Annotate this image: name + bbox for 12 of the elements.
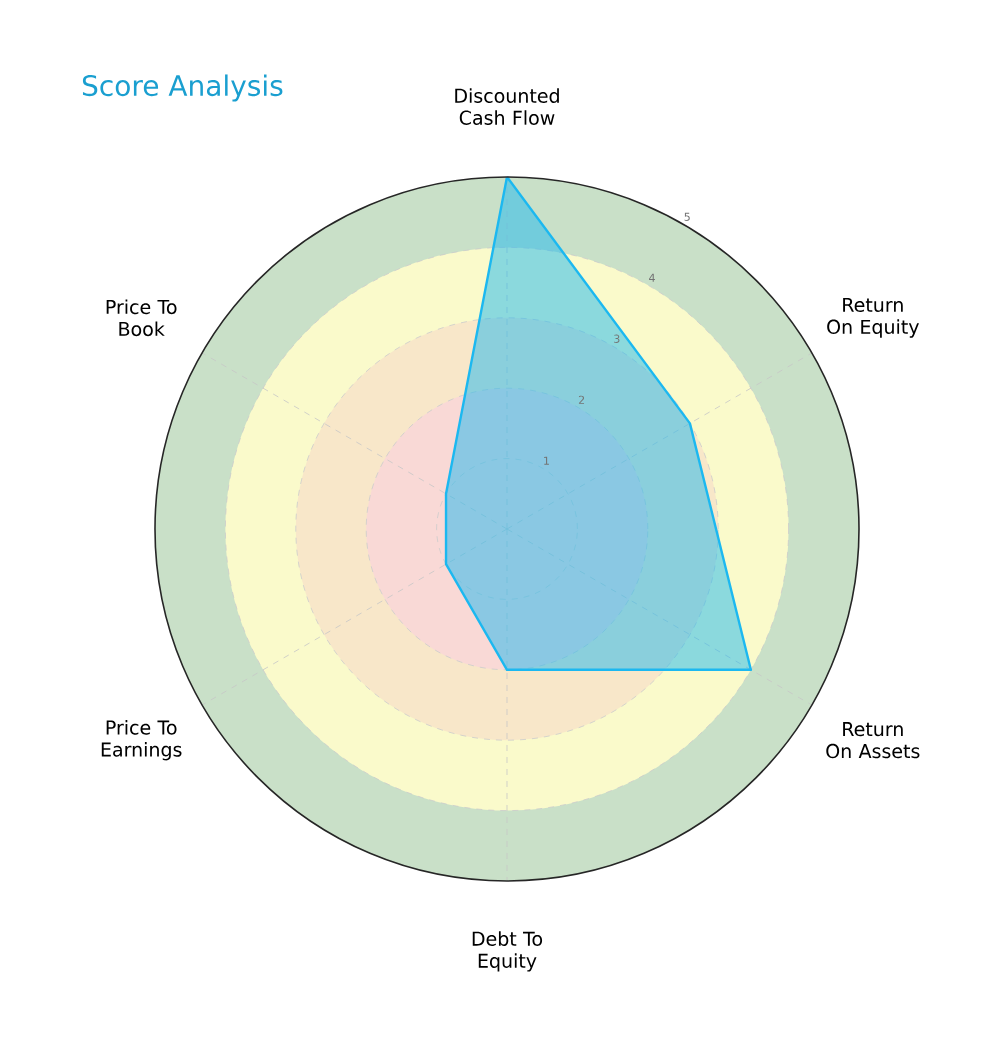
y-tick-label: 1	[544, 456, 549, 465]
spoke-label: Price To Book	[106, 299, 177, 337]
y-tick-label: 2	[578, 395, 585, 404]
y-tick-label: 5	[684, 212, 690, 221]
y-tick-label: 3	[614, 334, 620, 343]
y-tick-label: 4	[649, 273, 655, 282]
spoke-label: Debt To Equity	[472, 931, 543, 972]
spoke-label: Discounted Cash Flow	[455, 88, 559, 125]
chart-title: Score Analysis	[82, 74, 283, 102]
spoke-label: Return On Equity	[827, 297, 919, 338]
spoke-label: Price To Earnings	[101, 720, 182, 761]
spoke-label: Return On Assets	[826, 722, 920, 759]
